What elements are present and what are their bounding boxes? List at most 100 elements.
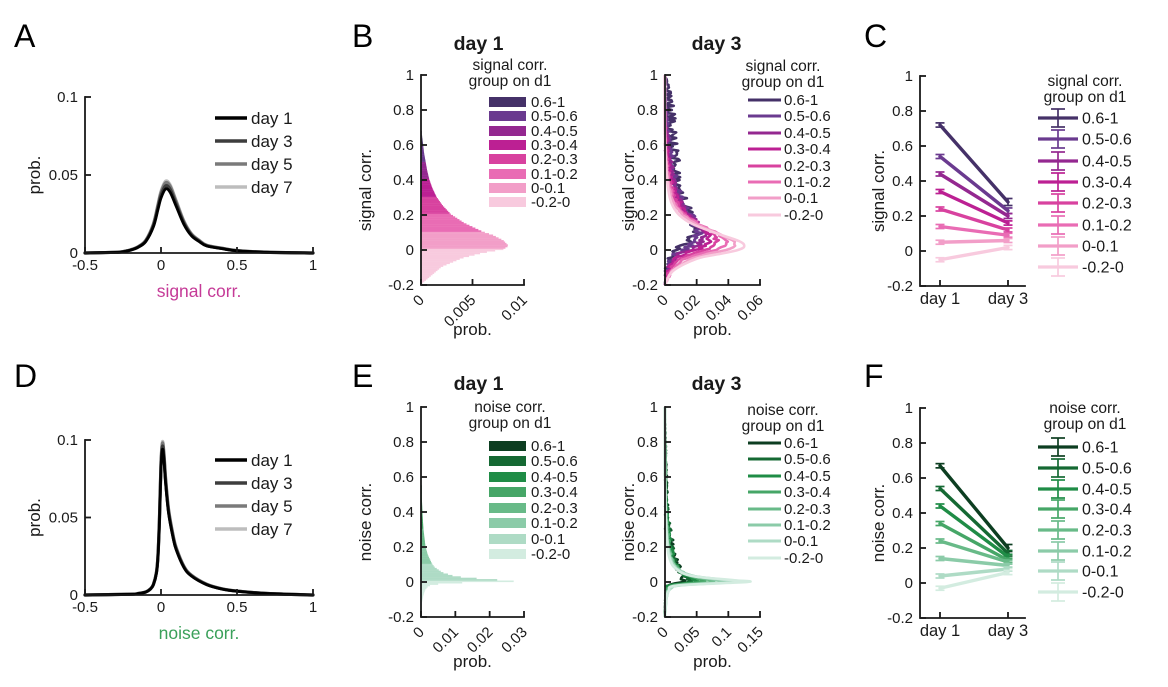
legend-label: 0.3-0.4: [784, 141, 831, 158]
dist-strip: [421, 160, 426, 162]
dist-strip: [421, 544, 426, 546]
y-tick-label: 0: [70, 245, 78, 262]
dist-strip: [421, 172, 428, 175]
legend-label: 0.2-0.3: [784, 501, 831, 518]
B3-xlabel: prob.: [693, 320, 732, 339]
dist-strip: [421, 240, 504, 242]
legend-label: 0.1-0.2: [784, 174, 831, 191]
y-tick-label: 0.1: [57, 432, 78, 449]
legend-label: 0.3-0.4: [784, 484, 831, 501]
legend-label: day 7: [251, 520, 293, 539]
y-tick-label: 0.4: [393, 172, 414, 189]
y-tick-label: 1: [406, 399, 414, 416]
dist-strip: [421, 221, 464, 224]
legend-label: day 5: [251, 155, 293, 174]
dist-strip: [421, 280, 425, 283]
y-tick-label: 0: [905, 575, 913, 592]
B1-xlabel: prob.: [453, 320, 492, 339]
dist-strip: [421, 534, 425, 536]
dist-strip: [421, 594, 424, 597]
dist-strip: [421, 537, 425, 539]
dist-strip: [421, 213, 451, 216]
dist-strip: [421, 528, 424, 531]
B3-ylabel: signal corr.: [619, 149, 638, 231]
legend-label: 0.5-0.6: [531, 453, 578, 470]
dist-strip: [421, 150, 424, 153]
legend-swatch-0.2-0.3: [489, 503, 526, 513]
dist-strip: [421, 230, 482, 232]
legend-label: 0.5-0.6: [784, 108, 831, 125]
slope-line-0.3-0.4: [938, 521, 1010, 562]
legend-swatch-0-0.1: [489, 183, 526, 193]
x-tick-label: 0.15: [734, 624, 767, 657]
legend-label: day 1: [251, 109, 293, 128]
legend-title-line2: group on d1: [469, 415, 552, 432]
y-tick-label: 0.8: [393, 102, 414, 119]
panel-E1-legend: noise corr.group on d1 0.6-10.5-0.60.4-0.…: [469, 399, 578, 563]
slope-line-0.2-0.3: [938, 207, 1010, 232]
legend-label: 0-0.1: [531, 180, 565, 197]
dist-strip: [421, 212, 450, 214]
dist-strip: [421, 541, 425, 543]
dist-strip: [421, 168, 427, 171]
legend-title-line1: noise corr.: [474, 399, 546, 416]
panel-B-letter: B: [352, 18, 374, 54]
dist-strip: [421, 171, 428, 174]
legend-swatch-0.2-0.3: [489, 154, 526, 164]
x-tick-label: -0.5: [72, 599, 98, 616]
E1-xlabel: prob.: [453, 652, 492, 671]
slope-line-0.2-0.3: [938, 539, 1010, 564]
dist-strip: [421, 555, 429, 557]
dist-strip: [421, 195, 437, 197]
legend-swatch-0.4-0.5: [489, 126, 526, 136]
dist-strip: [421, 256, 464, 259]
dist-strip: [421, 524, 424, 527]
dist-strip: [421, 199, 439, 202]
y-tick-label: 0.6: [393, 137, 414, 154]
y-tick-label: 0.2: [892, 208, 913, 225]
x-tick-label: 0.5: [227, 599, 248, 616]
slope-line-0.1-0.2: [938, 556, 1010, 568]
slope-line-0.1-0.2: [938, 224, 1010, 237]
dist-strip: [421, 167, 427, 169]
dist-curve-0.6-1: [663, 74, 700, 286]
dist-strip: [421, 530, 424, 532]
slope-line-0.3-0.4: [938, 189, 1010, 225]
legend-label: 0-0.1: [784, 533, 818, 550]
legend-label: day 3: [251, 132, 293, 151]
panel-E3-title: day 3: [692, 373, 742, 395]
y-tick-label: 0.05: [49, 167, 78, 184]
dist-strip: [421, 184, 432, 186]
slope-line-0.5-0.6: [938, 486, 1010, 555]
y-tick-label: 0: [406, 242, 414, 259]
panel-F: day 1 day 3 1 0.8 0.6 0.4 0.2 0 -0.2 noise corr.: [869, 400, 1028, 640]
dist-strip: [421, 531, 424, 534]
legend-swatch-0.1-0.2: [489, 518, 526, 528]
legend-label: day 7: [251, 178, 293, 197]
dist-strip: [421, 151, 425, 154]
E3-ylabel: noise corr.: [619, 483, 638, 561]
x-tick-label: 0: [654, 292, 672, 310]
legend-title-line2: group on d1: [742, 418, 825, 435]
dist-strip: [421, 191, 435, 193]
legend-swatch-0.1-0.2: [489, 169, 526, 179]
y-tick-label: 0: [70, 587, 78, 604]
x-tick-label: day 1: [920, 290, 960, 308]
dist-strip: [421, 580, 514, 583]
panel-E1-title: day 1: [454, 373, 504, 395]
panel-F-legend: noise corr.group on d1 0.6-1 0.5-0.6 0.4-0.…: [1038, 400, 1132, 602]
y-tick-label: 0.2: [637, 207, 658, 224]
y-tick-label: 0.4: [892, 173, 913, 190]
legend-label: 0.6-1: [784, 92, 818, 109]
dist-strip: [421, 235, 496, 238]
dist-strip: [421, 255, 470, 258]
legend-label: day 1: [251, 451, 293, 470]
dist-strip: [421, 223, 467, 225]
legend-label: -0.2-0: [784, 207, 823, 224]
legend-label: day 3: [251, 474, 293, 493]
dist-strip: [421, 573, 448, 576]
dist-strip: [421, 185, 432, 188]
panel-A-legend: day 1 day 3 day 5 day 7: [215, 109, 293, 197]
dist-strip: [421, 262, 450, 265]
dist-strip: [421, 584, 430, 587]
